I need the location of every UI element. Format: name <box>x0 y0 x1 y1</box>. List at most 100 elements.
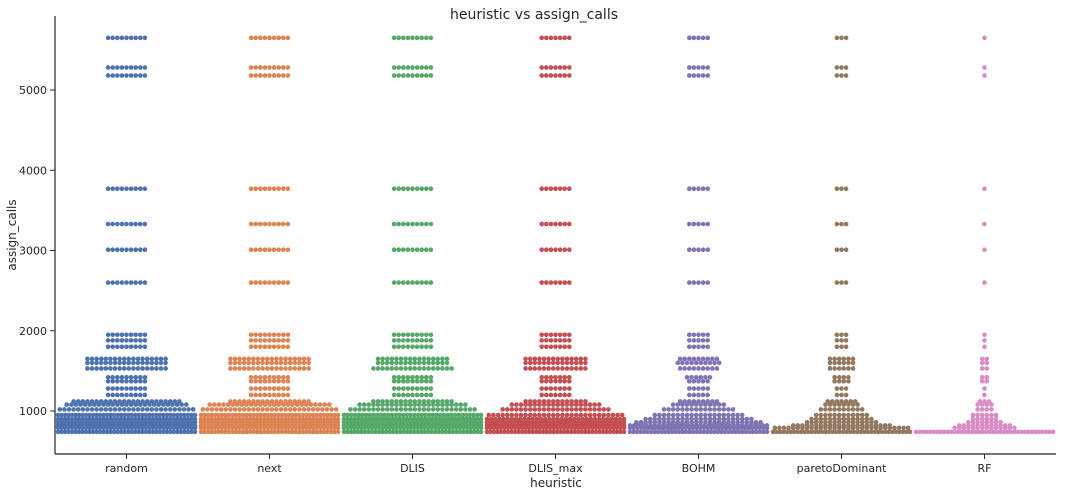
data-point <box>271 338 277 343</box>
data-point <box>175 416 180 422</box>
data-point <box>551 425 557 431</box>
data-point <box>267 402 272 407</box>
data-point <box>276 375 282 380</box>
data-point <box>398 356 404 362</box>
data-point <box>569 419 574 425</box>
data-point <box>505 419 511 425</box>
data-point <box>83 425 89 431</box>
data-point <box>144 360 150 366</box>
data-point <box>846 379 851 384</box>
data-point <box>240 429 246 435</box>
data-point <box>982 344 987 350</box>
data-point <box>268 416 274 422</box>
data-point <box>441 412 447 418</box>
data-point <box>560 360 565 366</box>
data-point <box>258 392 263 398</box>
data-point <box>475 419 480 425</box>
data-point <box>691 186 697 192</box>
data-point <box>189 425 194 431</box>
data-point <box>731 425 736 431</box>
data-point <box>136 419 142 425</box>
data-point <box>389 356 395 362</box>
data-point <box>189 419 194 425</box>
data-point <box>202 425 207 431</box>
data-point <box>883 429 888 435</box>
data-point <box>984 356 990 362</box>
data-point <box>225 402 231 407</box>
data-point <box>348 419 354 425</box>
data-point <box>161 419 166 425</box>
data-point <box>562 375 567 380</box>
data-point <box>247 425 253 431</box>
data-point <box>267 247 272 252</box>
data-point <box>94 366 99 371</box>
data-point <box>827 360 833 366</box>
data-point <box>537 412 542 418</box>
data-point <box>138 338 143 343</box>
data-point <box>301 407 307 412</box>
data-point <box>548 386 554 391</box>
data-point <box>98 407 104 412</box>
series-dlis-max <box>484 35 627 435</box>
data-point <box>401 221 406 227</box>
data-point <box>352 416 357 422</box>
data-point <box>212 416 218 422</box>
data-point <box>557 65 563 70</box>
data-point <box>975 419 980 425</box>
data-point <box>278 356 284 362</box>
data-point <box>429 416 435 422</box>
data-point <box>76 425 82 431</box>
data-point <box>157 419 163 425</box>
data-point <box>864 419 870 425</box>
data-point <box>652 412 658 418</box>
data-point <box>352 412 358 418</box>
data-point <box>205 416 211 422</box>
data-point <box>341 429 347 435</box>
data-point <box>590 429 595 435</box>
data-point <box>124 386 129 391</box>
data-point <box>518 402 524 407</box>
data-point <box>101 412 106 418</box>
data-point <box>419 280 425 285</box>
data-point <box>115 375 120 380</box>
data-point <box>839 280 844 285</box>
data-point <box>973 429 979 435</box>
data-point <box>504 407 510 412</box>
data-point <box>691 392 697 398</box>
data-point <box>539 375 544 380</box>
data-point <box>111 429 117 435</box>
data-point <box>161 425 166 431</box>
data-point <box>262 247 268 252</box>
data-point <box>293 416 299 422</box>
data-point <box>607 419 613 425</box>
data-point <box>122 412 128 418</box>
data-point <box>214 407 219 412</box>
data-point <box>1029 429 1035 435</box>
data-point <box>920 429 926 435</box>
data-point <box>262 65 268 70</box>
data-point <box>593 425 599 431</box>
data-point <box>264 366 270 371</box>
data-point <box>430 356 436 362</box>
data-point <box>659 429 664 435</box>
data-point <box>832 407 837 412</box>
data-point <box>274 356 279 362</box>
data-point <box>426 416 431 422</box>
data-point <box>576 416 581 422</box>
data-point <box>182 412 187 418</box>
data-point <box>573 402 579 407</box>
data-point <box>548 186 554 192</box>
data-point <box>569 356 574 362</box>
data-point <box>764 425 770 431</box>
data-point <box>836 412 842 418</box>
data-point <box>422 419 428 425</box>
data-point <box>834 73 840 78</box>
data-point <box>251 360 256 366</box>
data-point <box>110 186 115 192</box>
data-point <box>110 402 115 407</box>
data-point <box>666 412 671 418</box>
y-tick-label: 2000 <box>19 325 47 338</box>
data-point <box>834 65 840 70</box>
data-point <box>293 425 299 431</box>
data-point <box>567 247 572 252</box>
